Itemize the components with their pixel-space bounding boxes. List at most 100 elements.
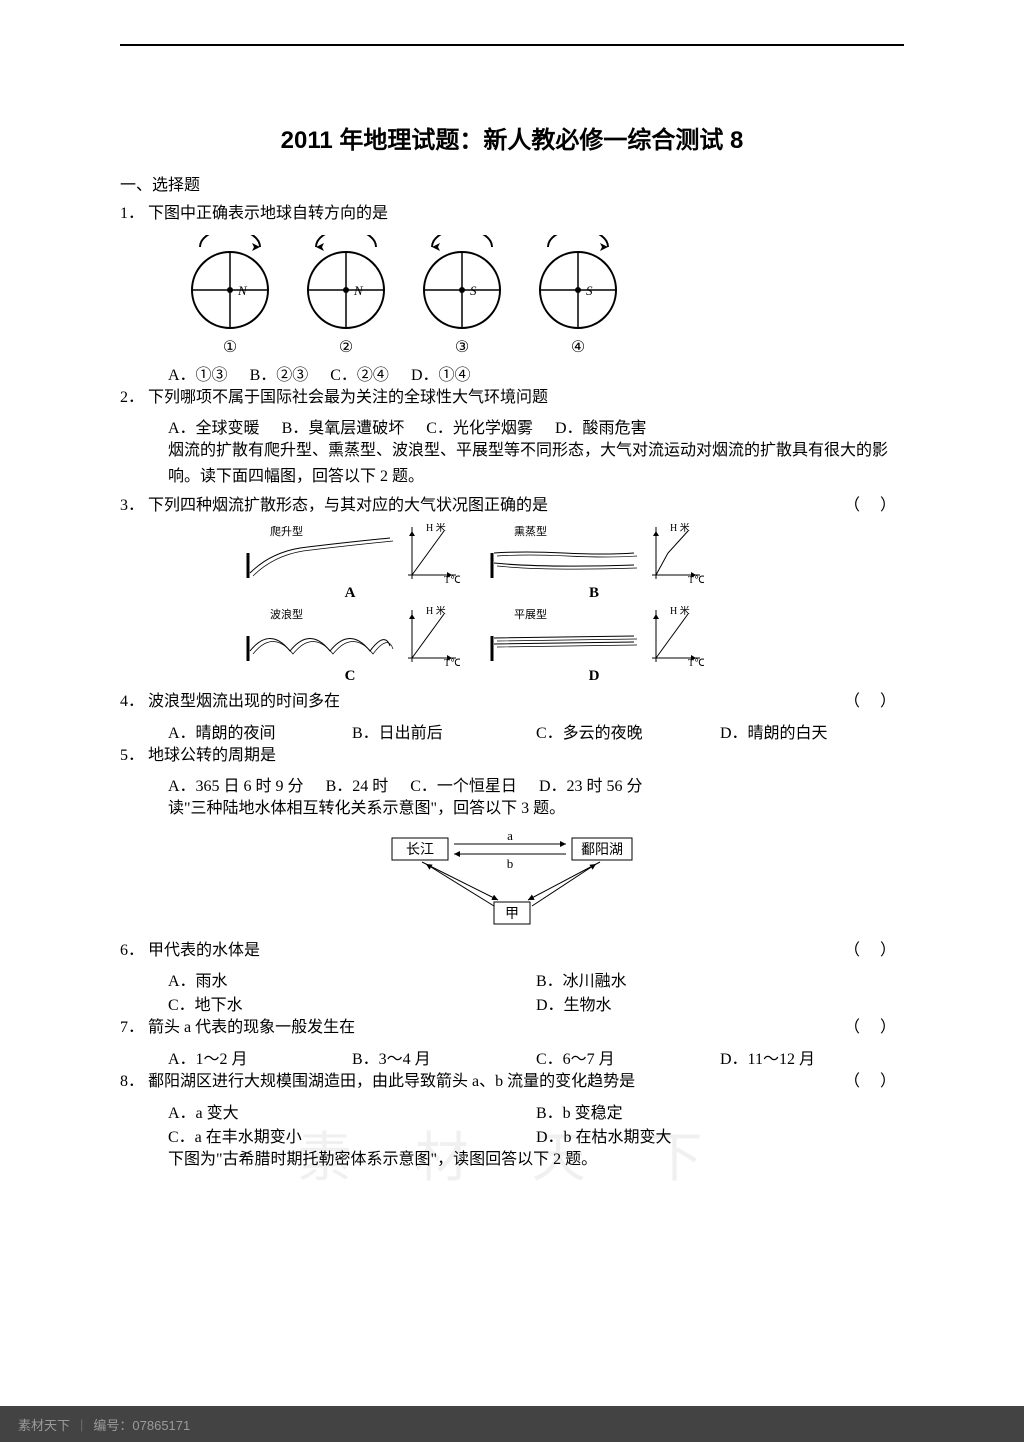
- question-2: 2． 下列哪项不属于国际社会最为关注的全球性大气环境问题: [120, 385, 904, 411]
- svg-text:平展型: 平展型: [514, 607, 547, 621]
- svg-text:熏蒸型: 熏蒸型: [514, 524, 547, 538]
- svg-text:爬升型: 爬升型: [270, 524, 303, 538]
- q6-paren: （ ）: [844, 938, 904, 964]
- q3-paren: （ ）: [844, 493, 904, 519]
- q4-paren: （ ）: [844, 689, 904, 715]
- smoke-cell-D: 平展型H 米T℃D: [484, 606, 704, 685]
- q3-figure-grid: 爬升型H 米T℃A熏蒸型H 米T℃B波浪型H 米T℃C平展型H 米T℃D: [120, 523, 904, 685]
- q5-intro: 读"三种陆地水体相互转化关系示意图"，回答以下 3 题。: [120, 796, 904, 822]
- svg-text:长江: 长江: [406, 842, 434, 858]
- smoke-plume-svg: 波浪型: [240, 606, 400, 666]
- svg-text:甲: 甲: [505, 907, 519, 922]
- globe-svg: S: [528, 235, 628, 335]
- q2-opt-c: C．光化学烟雾: [426, 420, 533, 437]
- svg-text:b: b: [507, 856, 514, 871]
- svg-text:波浪型: 波浪型: [270, 607, 303, 621]
- svg-text:S: S: [470, 283, 477, 298]
- q1-opt-c: C．②④: [330, 367, 389, 384]
- globe-2: N②: [296, 235, 396, 357]
- flow-svg: 长江 鄱阳湖 a b 甲: [382, 830, 642, 930]
- q2-options: A．全球变暖 B．臭氧层遭破坏 C．光化学烟雾 D．酸雨危害: [120, 414, 904, 438]
- q1-text: 下图中正确表示地球自转方向的是: [148, 201, 904, 227]
- globe-label: ④: [528, 337, 628, 357]
- q7-opt-d: D．11～12 月: [720, 1045, 904, 1069]
- temp-profile-svg: H 米T℃: [404, 523, 460, 583]
- temp-profile-svg: H 米T℃: [404, 606, 460, 666]
- question-4: 4． 波浪型烟流出现的时间多在 （ ）: [120, 689, 904, 715]
- smoke-label: D: [484, 668, 704, 685]
- q4-opt-d: D．晴朗的白天: [720, 719, 904, 743]
- question-7: 7． 箭头 a 代表的现象一般发生在 （ ）: [120, 1015, 904, 1041]
- q1-opt-a: A．①③: [168, 367, 228, 384]
- q4-text-inner: 波浪型烟流出现的时间多在: [148, 693, 340, 710]
- q8-opt-c: C．a 在丰水期变小: [168, 1123, 536, 1147]
- q6-num: 6．: [120, 938, 148, 964]
- page-title: 2011 年地理试题：新人教必修一综合测试 8: [120, 120, 904, 155]
- globe-4: S④: [528, 235, 628, 357]
- globe-label: ①: [180, 337, 280, 357]
- q2-opt-b: B．臭氧层遭破坏: [282, 420, 405, 437]
- q4-num: 4．: [120, 689, 148, 715]
- globe-svg: N: [296, 235, 396, 335]
- exam-page: 2011 年地理试题：新人教必修一综合测试 8 一、选择题 1． 下图中正确表示…: [0, 0, 1024, 1442]
- svg-text:鄱阳湖: 鄱阳湖: [581, 842, 623, 858]
- footer-left: 素材天下: [18, 1415, 70, 1434]
- svg-text:N: N: [353, 283, 364, 298]
- svg-text:N: N: [237, 283, 248, 298]
- q6-opt-a: A．雨水: [168, 967, 536, 991]
- smoke-plume-svg: 平展型: [484, 606, 644, 666]
- q3-text: 下列四种烟流扩散形态，与其对应的大气状况图正确的是 （ ）: [148, 493, 904, 519]
- q6-opt-c: C．地下水: [168, 991, 536, 1015]
- question-1: 1． 下图中正确表示地球自转方向的是: [120, 201, 904, 227]
- q3-num: 3．: [120, 493, 148, 519]
- q1-options: A．①③ B．②③ C．②④ D．①④: [120, 361, 904, 385]
- q8-options: A．a 变大 B．b 变稳定 C．a 在丰水期变小 D．b 在枯水期变大: [120, 1099, 904, 1147]
- q4-options: A．晴朗的夜间 B．日出前后 C．多云的夜晚 D．晴朗的白天: [120, 719, 904, 743]
- footer-right: 编号：07865171: [93, 1415, 190, 1434]
- svg-text:T℃: T℃: [688, 575, 704, 583]
- footer-bar: 素材天下 | 编号：07865171: [0, 1406, 1024, 1442]
- q6-options: A．雨水 B．冰川融水 C．地下水 D．生物水: [120, 967, 904, 1015]
- q7-opt-c: C．6～7 月: [536, 1045, 720, 1069]
- q4-opt-b: B．日出前后: [352, 719, 536, 743]
- q6-opt-b: B．冰川融水: [536, 967, 904, 991]
- q2-opt-a: A．全球变暖: [168, 420, 260, 437]
- q8-paren: （ ）: [844, 1069, 904, 1095]
- smoke-plume-svg: 熏蒸型: [484, 523, 644, 583]
- q7-opt-a: A．1～2 月: [168, 1045, 352, 1069]
- svg-text:T℃: T℃: [444, 658, 460, 666]
- question-6: 6． 甲代表的水体是 （ ）: [120, 938, 904, 964]
- q6-text-inner: 甲代表的水体是: [148, 942, 260, 959]
- smoke-label: B: [484, 585, 704, 602]
- smoke-cell-B: 熏蒸型 H 米T℃ B: [484, 523, 704, 602]
- smoke-label: A: [240, 585, 460, 602]
- q5-opt-d: D．23 时 56 分: [539, 778, 643, 795]
- svg-text:S: S: [586, 283, 593, 298]
- smoke-plume-svg: 爬升型: [240, 523, 400, 583]
- q7-text-inner: 箭头 a 代表的现象一般发生在: [148, 1019, 355, 1036]
- q4-opt-c: C．多云的夜晚: [536, 719, 720, 743]
- q2-opt-d: D．酸雨危害: [555, 420, 647, 437]
- q7-text: 箭头 a 代表的现象一般发生在 （ ）: [148, 1015, 904, 1041]
- q5-opt-b: B．24 时: [326, 778, 389, 795]
- svg-text:T℃: T℃: [688, 658, 704, 666]
- q2-text: 下列哪项不属于国际社会最为关注的全球性大气环境问题: [148, 385, 904, 411]
- smoke-cell-C: 波浪型H 米T℃C: [240, 606, 460, 685]
- svg-text:a: a: [507, 830, 513, 843]
- globe-svg: N: [180, 235, 280, 335]
- q3-text-inner: 下列四种烟流扩散形态，与其对应的大气状况图正确的是: [148, 497, 548, 514]
- q5-opt-a: A．365 日 6 时 9 分: [168, 778, 304, 795]
- q6-opt-d: D．生物水: [536, 991, 904, 1015]
- q1-figure-row: N①N②S③S④: [120, 235, 904, 357]
- q7-options: A．1～2 月 B．3～4 月 C．6～7 月 D．11～12 月: [120, 1045, 904, 1069]
- q8-opt-d: D．b 在枯水期变大: [536, 1123, 904, 1147]
- q7-paren: （ ）: [844, 1015, 904, 1041]
- q7-opt-b: B．3～4 月: [352, 1045, 536, 1069]
- q8-opt-a: A．a 变大: [168, 1099, 536, 1123]
- q4-opt-a: A．晴朗的夜间: [168, 719, 352, 743]
- q2-intro: 烟流的扩散有爬升型、熏蒸型、波浪型、平展型等不同形态，大气对流运动对烟流的扩散具…: [120, 438, 904, 489]
- temp-profile-svg: H 米T℃: [648, 523, 704, 583]
- q8-num: 8．: [120, 1069, 148, 1095]
- q4-text: 波浪型烟流出现的时间多在 （ ）: [148, 689, 904, 715]
- top-rule: [120, 44, 904, 46]
